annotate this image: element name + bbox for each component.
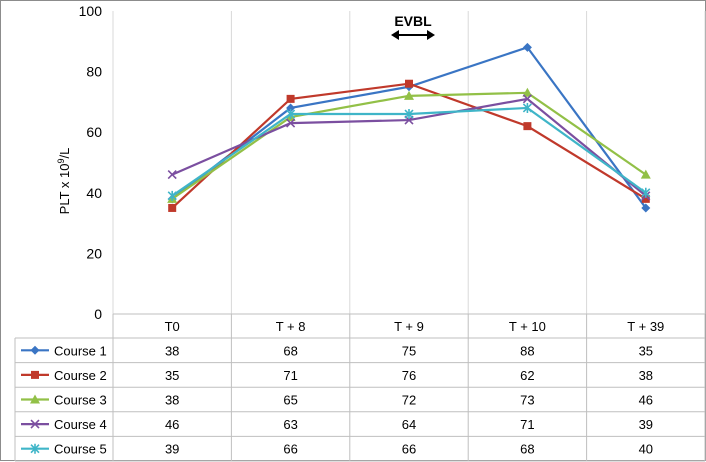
data-point-marker — [286, 103, 296, 113]
table-row: Course 1 38 68 75 88 35 — [21, 343, 653, 358]
series-line — [171, 46, 647, 209]
y-tick-label: 40 — [86, 185, 102, 201]
data-point-marker — [30, 443, 40, 454]
data-point-marker — [167, 170, 177, 180]
y-tick-label: 100 — [79, 3, 103, 19]
x-category-label: T + 9 — [394, 319, 424, 334]
y-tick-label: 20 — [86, 245, 102, 261]
data-value-label: 62 — [520, 368, 534, 383]
data-value-label: 38 — [639, 368, 653, 383]
evbl-annotation: EVBL — [391, 13, 435, 40]
data-value-label: 71 — [520, 417, 534, 432]
data-value-label: 39 — [639, 417, 653, 432]
legend-series-label: Course 5 — [54, 442, 107, 457]
legend-series-label: Course 2 — [54, 368, 107, 383]
data-value-label: 63 — [283, 417, 297, 432]
data-point-marker — [30, 419, 40, 429]
data-point-marker — [641, 194, 650, 203]
data-point-marker — [30, 345, 40, 355]
evbl-arrowhead-right — [427, 30, 435, 40]
data-point-marker — [286, 118, 296, 128]
data-point-marker — [404, 109, 414, 120]
data-point-marker — [168, 203, 177, 212]
x-category-label: T + 39 — [627, 319, 664, 334]
data-value-label: 73 — [520, 393, 534, 408]
data-point-marker — [641, 187, 651, 198]
data-point-marker — [167, 190, 177, 201]
table-row: Course 4 46 63 64 71 39 — [21, 417, 653, 432]
data-value-label: 71 — [283, 368, 297, 383]
data-point-marker — [522, 94, 532, 104]
evbl-label: EVBL — [394, 13, 432, 29]
data-point-marker — [522, 102, 532, 113]
legend-series-label: Course 1 — [54, 343, 107, 358]
series-lines — [167, 42, 651, 213]
table-row: Course 2 35 71 76 62 38 — [21, 368, 653, 383]
legend-series-label: Course 4 — [54, 417, 107, 432]
evbl-arrowhead-left — [391, 30, 399, 40]
data-value-label: 46 — [639, 393, 653, 408]
data-value-label: 72 — [402, 393, 416, 408]
data-point-marker — [405, 79, 413, 88]
data-point-marker — [286, 109, 296, 120]
data-value-label: 88 — [520, 343, 534, 358]
y-axis-title-sup: 9 — [56, 159, 66, 164]
table-row: Course 3 38 65 72 73 46 — [21, 393, 653, 408]
y-axis-title-unit: /L — [57, 148, 72, 159]
data-point-marker — [523, 122, 532, 131]
data-value-label: 38 — [165, 343, 179, 358]
y-tick-label: 60 — [86, 124, 102, 140]
data-value-label: 66 — [283, 442, 297, 457]
data-value-label: 35 — [639, 343, 653, 358]
data-point-marker — [286, 94, 295, 103]
data-value-label: 76 — [402, 368, 416, 383]
data-point-marker — [522, 87, 533, 97]
series-2 — [168, 79, 650, 212]
y-tick-label: 80 — [86, 64, 102, 80]
legend-series-label: Course 3 — [54, 393, 107, 408]
data-value-label: 64 — [402, 417, 416, 432]
data-value-label: 68 — [520, 442, 534, 457]
data-value-label: 68 — [283, 343, 297, 358]
data-value-label: 39 — [165, 442, 179, 457]
data-value-label: 75 — [402, 343, 416, 358]
data-value-label: 38 — [165, 393, 179, 408]
y-axis-title: PLT x 109/L — [56, 148, 72, 215]
series-5 — [167, 102, 651, 201]
y-axis-title-main: PLT x 10 — [57, 164, 72, 215]
data-value-label: 46 — [165, 417, 179, 432]
data-point-marker — [641, 203, 651, 213]
data-table: T0 T + 8 T + 9 T + 10 T + 39 Course 1 38 68 75 88… — [14, 314, 706, 462]
x-category-label: T0 — [165, 319, 180, 334]
data-point-marker — [30, 394, 40, 404]
data-value-label: 65 — [283, 393, 297, 408]
y-tick-label: 0 — [94, 306, 102, 322]
y-axis-ticks: 0 20 40 60 80 100 — [79, 3, 103, 322]
table-row: Course 5 39 66 66 68 40 — [21, 442, 653, 457]
x-category-label: T + 8 — [276, 319, 306, 334]
data-point-marker — [640, 169, 651, 179]
data-value-label: 40 — [639, 442, 653, 457]
data-point-marker — [404, 90, 414, 100]
data-point-marker — [31, 370, 39, 379]
data-value-label: 35 — [165, 368, 179, 383]
data-value-label: 66 — [402, 442, 416, 457]
x-category-label: T + 10 — [509, 319, 546, 334]
data-point-marker — [522, 42, 532, 52]
